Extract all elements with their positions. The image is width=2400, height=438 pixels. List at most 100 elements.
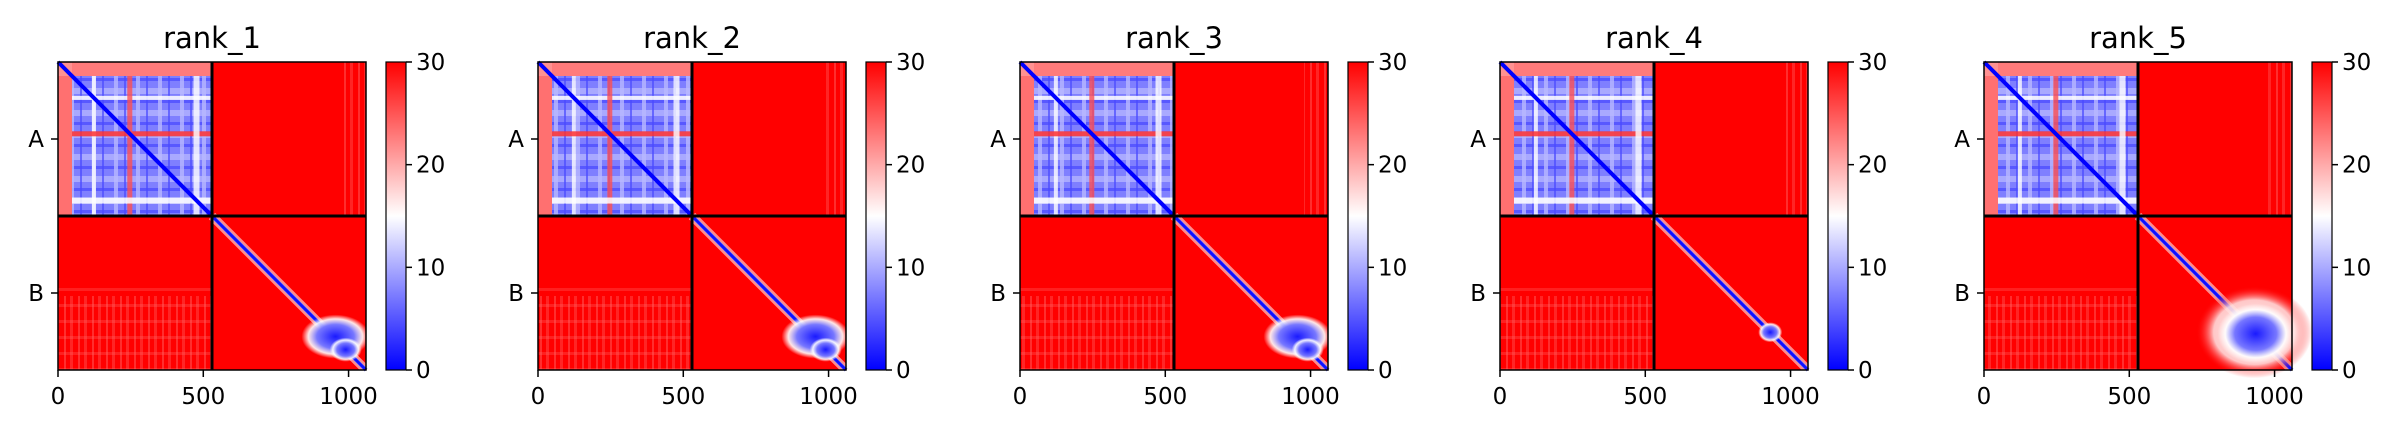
heatmap-panel: rank_1 A B 0 500 1000 0 10 20 30 xyxy=(28,21,445,410)
x-tick-label: 500 xyxy=(181,384,225,410)
ba-hstreaks xyxy=(1020,276,1174,370)
aa-hstreak xyxy=(1034,197,1174,204)
x-tick-label: 0 xyxy=(1977,384,1992,410)
colorbar-tick-label: 0 xyxy=(2342,358,2357,384)
y-tick-label: B xyxy=(1470,281,1486,307)
axes-frame xyxy=(1019,61,1329,371)
colorbar-tick-label: 20 xyxy=(2342,153,2371,179)
aa-vstreak xyxy=(1569,76,1575,216)
aa-hstreak xyxy=(552,197,692,204)
aa-vstreak xyxy=(1155,76,1162,216)
panel-title: rank_2 xyxy=(643,21,741,55)
ab-streaks xyxy=(342,62,366,216)
x-tick-label: 0 xyxy=(531,384,546,410)
colorbar xyxy=(385,61,407,371)
colorbar-tick-label: 20 xyxy=(416,153,445,179)
bb-blob xyxy=(2217,303,2294,364)
aa-hstreak xyxy=(72,131,212,137)
colorbar xyxy=(1827,61,1849,371)
x-tick-label: 1000 xyxy=(1281,384,1340,410)
aa-hstreak xyxy=(1514,95,1654,100)
ab-streaks xyxy=(2268,62,2292,216)
aa-hstreak xyxy=(552,131,692,137)
aa-vstreak xyxy=(2017,76,2022,216)
colorbar-tick-label: 30 xyxy=(896,50,925,76)
axes-frame xyxy=(1983,61,2293,371)
aa-edge-left xyxy=(58,62,72,216)
colorbar-tick-label: 30 xyxy=(1858,50,1887,76)
aa-vstreak xyxy=(1089,76,1095,216)
y-tick-label: B xyxy=(28,281,44,307)
aa-edge-left xyxy=(538,62,552,216)
colorbar-tick-label: 10 xyxy=(2342,255,2371,281)
x-tick-label: 500 xyxy=(661,384,705,410)
panel-title: rank_5 xyxy=(2089,21,2187,55)
y-tick-label: B xyxy=(1954,281,1970,307)
aa-edge-top xyxy=(538,62,692,76)
aa-vstreak xyxy=(127,76,133,216)
panel-title: rank_4 xyxy=(1605,21,1703,55)
ba-hstreaks xyxy=(1500,276,1654,370)
aa-edge-top xyxy=(1984,62,2138,76)
x-tick-label: 1000 xyxy=(319,384,378,410)
aa-edge-top xyxy=(1020,62,1174,76)
colorbar-tick-label: 0 xyxy=(896,358,911,384)
aa-vstreak xyxy=(571,76,576,216)
colorbar-tick-label: 0 xyxy=(1378,358,1393,384)
aa-hstreak xyxy=(1034,95,1174,100)
aa-vstreak xyxy=(2053,76,2059,216)
aa-hstreak xyxy=(1034,131,1174,137)
colorbar-tick-label: 20 xyxy=(1378,153,1407,179)
x-tick-label: 500 xyxy=(1623,384,1667,410)
heatmap-panel: rank_3 A B 0 500 1000 0 10 20 30 xyxy=(990,21,1407,410)
colorbar-tick-label: 20 xyxy=(896,153,925,179)
colorbar xyxy=(865,61,887,371)
x-tick-label: 1000 xyxy=(799,384,858,410)
ba-hstreaks xyxy=(1984,276,2138,370)
bb-blob-small xyxy=(329,337,362,362)
aa-edge-left xyxy=(1500,62,1514,216)
aa-vstreak xyxy=(91,76,96,216)
aa-hstreak xyxy=(552,95,692,100)
ab-streaks xyxy=(822,62,846,216)
aa-vstreak xyxy=(1533,76,1538,216)
ab-streaks xyxy=(1304,62,1328,216)
bb-blob xyxy=(1758,322,1783,343)
y-tick-label: A xyxy=(1954,127,1970,153)
x-tick-label: 1000 xyxy=(1761,384,1820,410)
colorbar-tick-label: 10 xyxy=(416,255,445,281)
axes-frame xyxy=(1499,61,1809,371)
aa-hstreak xyxy=(72,197,212,204)
y-tick-label: A xyxy=(508,127,524,153)
y-tick-label: A xyxy=(1470,127,1486,153)
colorbar-tick-label: 30 xyxy=(2342,50,2371,76)
x-tick-label: 1000 xyxy=(2245,384,2304,410)
heatmap-panel: rank_4 A B 0 500 1000 0 10 20 30 xyxy=(1470,21,1887,410)
colorbar-tick-label: 0 xyxy=(416,358,431,384)
aa-edge-top xyxy=(1500,62,1654,76)
y-tick-label: B xyxy=(508,281,524,307)
heatmap-panel: rank_2 A B 0 500 1000 0 10 20 30 xyxy=(508,21,925,410)
aa-edge-top xyxy=(58,62,212,76)
aa-vstreak xyxy=(193,76,200,216)
aa-vstreak xyxy=(2119,76,2126,216)
y-tick-label: B xyxy=(990,281,1006,307)
x-tick-label: 0 xyxy=(51,384,66,410)
colorbar-tick-label: 10 xyxy=(1858,255,1887,281)
colorbar-tick-label: 10 xyxy=(896,255,925,281)
colorbar-tick-label: 30 xyxy=(1378,50,1407,76)
ba-hstreaks xyxy=(58,276,212,370)
aa-hstreak xyxy=(1998,131,2138,137)
axes-frame xyxy=(537,61,847,371)
ab-streaks xyxy=(1784,62,1808,216)
ba-hstreaks xyxy=(538,276,692,370)
bb-blob-small xyxy=(1291,337,1324,362)
panel-title: rank_3 xyxy=(1125,21,1223,55)
colorbar-tick-label: 20 xyxy=(1858,153,1887,179)
x-tick-label: 500 xyxy=(2107,384,2151,410)
colorbar-tick-label: 10 xyxy=(1378,255,1407,281)
aa-edge-left xyxy=(1020,62,1034,216)
aa-vstreak xyxy=(1053,76,1058,216)
aa-hstreak xyxy=(1998,197,2138,204)
